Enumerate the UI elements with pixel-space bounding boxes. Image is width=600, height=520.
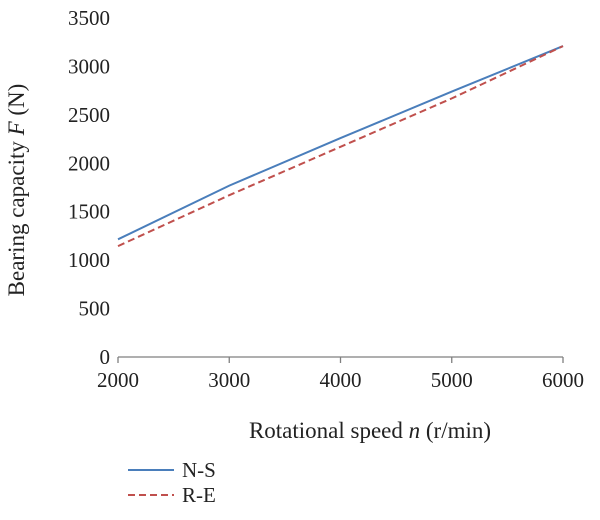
- y-tick-label: 1500: [68, 200, 110, 224]
- y-tick-label: 2000: [68, 151, 110, 175]
- y-tick-label: 3500: [68, 6, 110, 30]
- y-tick-label: 0: [100, 345, 111, 369]
- y-tick-label: 1000: [68, 248, 110, 272]
- y-tick-label: 500: [79, 297, 111, 321]
- legend: N-SR-E: [128, 458, 216, 507]
- y-tick-label: 2500: [68, 103, 110, 127]
- x-tick-label: 3000: [208, 368, 250, 392]
- x-tick-label: 4000: [320, 368, 362, 392]
- y-tick-label: 3000: [68, 54, 110, 78]
- y-axis-title: Bearing capacity F (N): [4, 84, 29, 297]
- x-tick-label: 5000: [431, 368, 473, 392]
- legend-label: N-S: [182, 458, 216, 482]
- x-ticks: 2000 3000 4000 5000 6000: [97, 357, 584, 392]
- y-ticks: 0 500 1000 1500 2000 2500 3000 3500: [68, 6, 110, 369]
- series-line-r-e: [117, 45, 564, 248]
- legend-label: R-E: [182, 483, 216, 507]
- x-tick-label: 6000: [542, 368, 584, 392]
- series-line-n-s: [117, 45, 564, 241]
- x-tick-label: 2000: [97, 368, 139, 392]
- series-layer: [117, 45, 564, 248]
- x-axis-title: Rotational speed n (r/min): [249, 418, 491, 443]
